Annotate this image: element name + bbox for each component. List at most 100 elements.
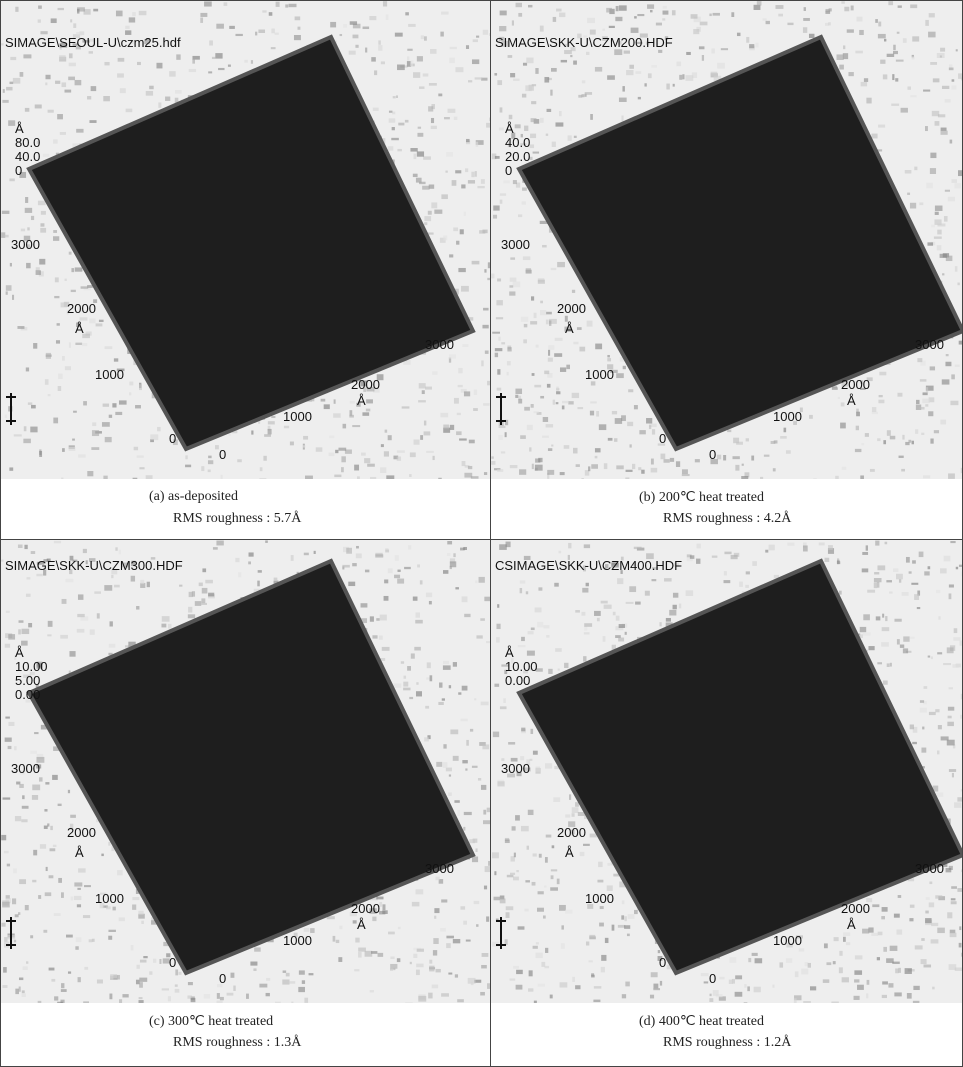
- speckle: [546, 134, 548, 136]
- speckle: [442, 698, 445, 700]
- speckle: [77, 904, 81, 907]
- speckle: [749, 44, 754, 48]
- speckle: [416, 682, 418, 685]
- z-label: 5.00: [15, 673, 40, 688]
- speckle: [893, 45, 896, 50]
- speckle: [950, 140, 953, 144]
- speckle: [388, 435, 392, 440]
- speckle: [461, 184, 465, 188]
- speckle: [179, 585, 182, 587]
- x-label: 0: [219, 971, 226, 986]
- speckle: [410, 962, 412, 964]
- speckle: [735, 992, 743, 997]
- speckle: [952, 773, 954, 777]
- speckle: [440, 413, 448, 418]
- speckle: [907, 86, 911, 89]
- speckle: [381, 61, 385, 64]
- x-label: 3000: [425, 861, 454, 876]
- speckle: [101, 854, 103, 856]
- speckle: [453, 939, 460, 943]
- speckle: [120, 88, 126, 93]
- speckle: [423, 156, 431, 159]
- speckle: [937, 751, 939, 755]
- speckle: [542, 436, 549, 438]
- speckle: [83, 549, 87, 553]
- speckle: [545, 948, 548, 953]
- speckle: [362, 412, 369, 415]
- speckle: [503, 698, 506, 703]
- speckle: [401, 661, 404, 663]
- speckle: [658, 950, 660, 953]
- speckle: [23, 54, 31, 58]
- speckle: [823, 979, 830, 983]
- speckle: [573, 342, 578, 345]
- speckle: [856, 426, 859, 431]
- speckle: [23, 966, 28, 970]
- speckle: [204, 994, 210, 999]
- speckle: [131, 945, 134, 950]
- speckle: [350, 401, 355, 404]
- speckle: [577, 327, 582, 330]
- speckle: [453, 662, 457, 667]
- speckle: [407, 666, 411, 671]
- speckle: [572, 977, 575, 982]
- speckle: [428, 106, 433, 111]
- speckle: [417, 56, 423, 61]
- speckle: [524, 126, 528, 131]
- speckle: [883, 947, 887, 952]
- speckle: [839, 951, 842, 956]
- speckle: [751, 456, 754, 461]
- file-path: CSIMAGE\SKK-U\CZM400.HDF: [495, 558, 682, 573]
- speckle: [914, 167, 917, 171]
- speckle: [825, 23, 829, 26]
- speckle: [481, 702, 489, 706]
- speckle: [19, 978, 23, 981]
- speckle: [54, 913, 61, 916]
- speckle: [137, 455, 144, 457]
- speckle: [531, 628, 535, 631]
- speckle: [951, 886, 957, 889]
- speckle: [370, 616, 374, 621]
- speckle: [509, 291, 515, 295]
- speckle: [922, 399, 930, 404]
- speckle: [924, 965, 932, 968]
- speckle: [530, 144, 534, 148]
- speckle: [476, 848, 478, 852]
- speckle: [143, 956, 147, 958]
- speckle: [855, 51, 862, 54]
- speckle: [589, 935, 595, 937]
- speckle: [546, 835, 552, 838]
- speckle: [498, 337, 500, 341]
- speckle: [604, 605, 612, 609]
- speckle: [546, 424, 554, 427]
- speckle: [45, 892, 51, 896]
- x-label: Å: [847, 393, 856, 408]
- speckle: [877, 662, 882, 664]
- speckle: [465, 768, 467, 770]
- speckle: [526, 58, 533, 64]
- speckle: [49, 968, 55, 971]
- speckle: [432, 985, 438, 989]
- speckle: [12, 898, 16, 904]
- speckle: [110, 974, 117, 978]
- speckle: [89, 939, 93, 942]
- speckle: [854, 970, 862, 975]
- speckle: [528, 810, 534, 815]
- speckle: [638, 467, 641, 470]
- speckle: [61, 82, 66, 87]
- speckle: [22, 990, 25, 993]
- speckle: [857, 985, 864, 990]
- speckle: [21, 629, 29, 634]
- caption-roughness: RMS roughness : 5.7Å: [173, 511, 301, 527]
- speckle: [338, 448, 346, 451]
- speckle: [482, 744, 489, 749]
- speckle: [426, 451, 434, 453]
- speckle: [696, 559, 700, 564]
- speckle: [26, 263, 31, 268]
- speckle: [562, 401, 569, 404]
- speckle: [118, 58, 125, 62]
- speckle: [458, 268, 465, 272]
- afm-panel: SIMAGE\SKK-U\CZM200.HDFÅ40.020.003000200…: [490, 0, 963, 540]
- afm-plot: SIMAGE\SEOUL-U\czm25.hdfÅ80.040.00300020…: [1, 1, 491, 479]
- speckle: [572, 813, 575, 817]
